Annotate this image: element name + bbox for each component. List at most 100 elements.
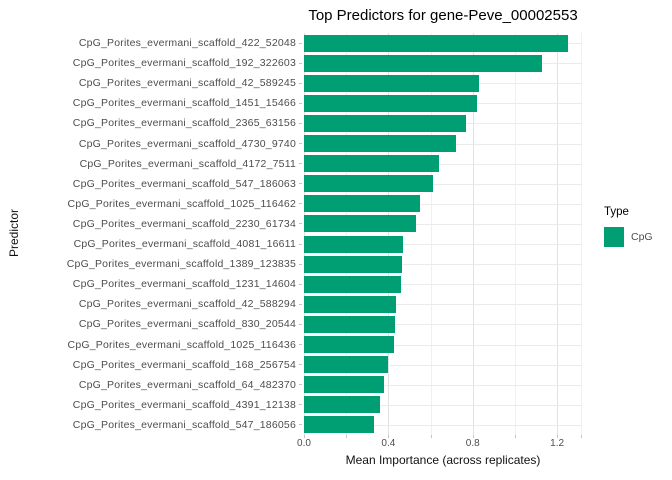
h-gridline xyxy=(304,324,582,326)
v-gridline-major xyxy=(557,33,559,435)
y-label-row: CpG_Porites_evermani_scaffold_42_588294 xyxy=(0,294,302,314)
bar xyxy=(304,54,543,72)
x-axis-ticks xyxy=(304,435,582,439)
y-tick xyxy=(299,384,302,386)
x-tick-label: 0.8 xyxy=(465,438,480,449)
y-tick xyxy=(299,203,302,205)
bar xyxy=(304,215,416,233)
y-tick-label: CpG_Porites_evermani_scaffold_42_589245 xyxy=(78,77,296,90)
bar xyxy=(304,255,403,273)
bar xyxy=(304,275,402,293)
y-label-row: CpG_Porites_evermani_scaffold_1025_11643… xyxy=(0,335,302,355)
legend-item-cpg: CpG xyxy=(604,227,653,247)
y-tick-label: CpG_Porites_evermani_scaffold_4730_9740 xyxy=(78,137,296,150)
y-tick-label: CpG_Porites_evermani_scaffold_168_256754 xyxy=(72,358,296,371)
y-tick-label: CpG_Porites_evermani_scaffold_547_186063 xyxy=(72,177,296,190)
panel-row xyxy=(304,274,582,294)
v-gridline-minor xyxy=(514,33,516,435)
x-tick xyxy=(304,435,305,438)
panel-row xyxy=(304,154,582,174)
y-tick xyxy=(299,62,302,64)
plot-title: Top Predictors for gene-Peve_00002553 xyxy=(308,7,578,24)
x-tick xyxy=(557,435,559,438)
y-label-row: CpG_Porites_evermani_scaffold_1389_12383… xyxy=(0,254,302,274)
y-tick xyxy=(299,122,302,124)
panel-row xyxy=(304,73,582,93)
panel-row xyxy=(304,33,582,53)
y-tick-label: CpG_Porites_evermani_scaffold_2230_61734 xyxy=(72,217,296,230)
legend-title: Type xyxy=(604,206,629,218)
legend: Type CpG xyxy=(604,206,653,247)
panel-row xyxy=(304,93,582,113)
bar xyxy=(304,295,396,313)
panel-row xyxy=(304,355,582,375)
v-gridline-major xyxy=(472,33,474,435)
bar xyxy=(304,376,385,394)
y-tick-label: CpG_Porites_evermani_scaffold_42_588294 xyxy=(78,298,296,311)
bar xyxy=(304,396,380,414)
bar xyxy=(304,155,439,173)
x-tick-label: 0.4 xyxy=(381,438,396,449)
v-gridline-minor xyxy=(581,33,582,435)
h-gridline xyxy=(304,183,582,185)
legend-item-label: CpG xyxy=(631,231,653,243)
bar xyxy=(304,336,394,354)
y-label-row: CpG_Porites_evermani_scaffold_2230_61734 xyxy=(0,214,302,234)
panel-row xyxy=(304,53,582,73)
bar xyxy=(304,74,480,92)
panel-row xyxy=(304,214,582,234)
x-tick-label: 0.0 xyxy=(297,438,311,449)
y-label-row: CpG_Porites_evermani_scaffold_64_482370 xyxy=(0,375,302,395)
y-label-row: CpG_Porites_evermani_scaffold_1231_14604 xyxy=(0,274,302,294)
h-gridline xyxy=(304,344,582,346)
y-label-row: CpG_Porites_evermani_scaffold_1025_11646… xyxy=(0,194,302,214)
bar xyxy=(304,195,420,213)
h-gridline xyxy=(304,264,582,266)
h-gridline xyxy=(304,404,582,406)
h-gridline xyxy=(304,384,582,386)
panel-row xyxy=(304,375,582,395)
y-label-row: CpG_Porites_evermani_scaffold_2365_63156 xyxy=(0,113,302,133)
y-label-row: CpG_Porites_evermani_scaffold_192_322603 xyxy=(0,53,302,73)
y-tick xyxy=(299,303,302,305)
y-tick xyxy=(299,344,302,346)
v-gridline-major xyxy=(388,33,390,435)
y-tick xyxy=(299,163,302,165)
y-tick-label: CpG_Porites_evermani_scaffold_4172_7511 xyxy=(79,157,296,170)
panel-row xyxy=(304,335,582,355)
y-tick xyxy=(299,364,302,366)
y-label-row: CpG_Porites_evermani_scaffold_830_20544 xyxy=(0,314,302,334)
x-tick xyxy=(514,435,516,438)
v-gridline-major xyxy=(304,33,305,435)
x-tick xyxy=(581,435,582,438)
bar xyxy=(304,94,477,112)
y-tick xyxy=(299,243,302,245)
x-axis-title: Mean Importance (across replicates) xyxy=(345,453,541,467)
y-label-row: CpG_Porites_evermani_scaffold_168_256754 xyxy=(0,355,302,375)
v-gridline-minor xyxy=(346,33,348,435)
y-tick-label: CpG_Porites_evermani_scaffold_4081_16611 xyxy=(73,238,296,251)
y-tick-label: CpG_Porites_evermani_scaffold_1389_12383… xyxy=(66,258,296,271)
y-tick-label: CpG_Porites_evermani_scaffold_1025_11643… xyxy=(67,338,296,351)
panel-row xyxy=(304,113,582,133)
y-tick xyxy=(299,424,302,426)
x-tick xyxy=(430,435,432,438)
y-label-row: CpG_Porites_evermani_scaffold_42_589245 xyxy=(0,73,302,93)
h-gridline xyxy=(304,424,582,426)
panel-row xyxy=(304,194,582,214)
y-label-row: CpG_Porites_evermani_scaffold_547_186063 xyxy=(0,174,302,194)
plot-panel xyxy=(304,33,582,435)
y-tick-label: CpG_Porites_evermani_scaffold_4391_12138 xyxy=(72,398,296,411)
y-tick xyxy=(299,102,302,104)
h-gridline xyxy=(304,364,582,366)
y-tick-label: CpG_Porites_evermani_scaffold_422_52048 xyxy=(78,37,296,50)
y-tick xyxy=(299,263,302,265)
y-tick xyxy=(299,143,302,145)
bar xyxy=(304,135,456,153)
y-label-row: CpG_Porites_evermani_scaffold_4081_16611 xyxy=(0,234,302,254)
y-tick xyxy=(299,404,302,406)
x-tick-label: 1.2 xyxy=(550,438,565,449)
panel-row xyxy=(304,234,582,254)
y-tick-label: CpG_Porites_evermani_scaffold_1025_11646… xyxy=(67,197,296,210)
y-tick-label: CpG_Porites_evermani_scaffold_1451_15466 xyxy=(72,97,296,110)
